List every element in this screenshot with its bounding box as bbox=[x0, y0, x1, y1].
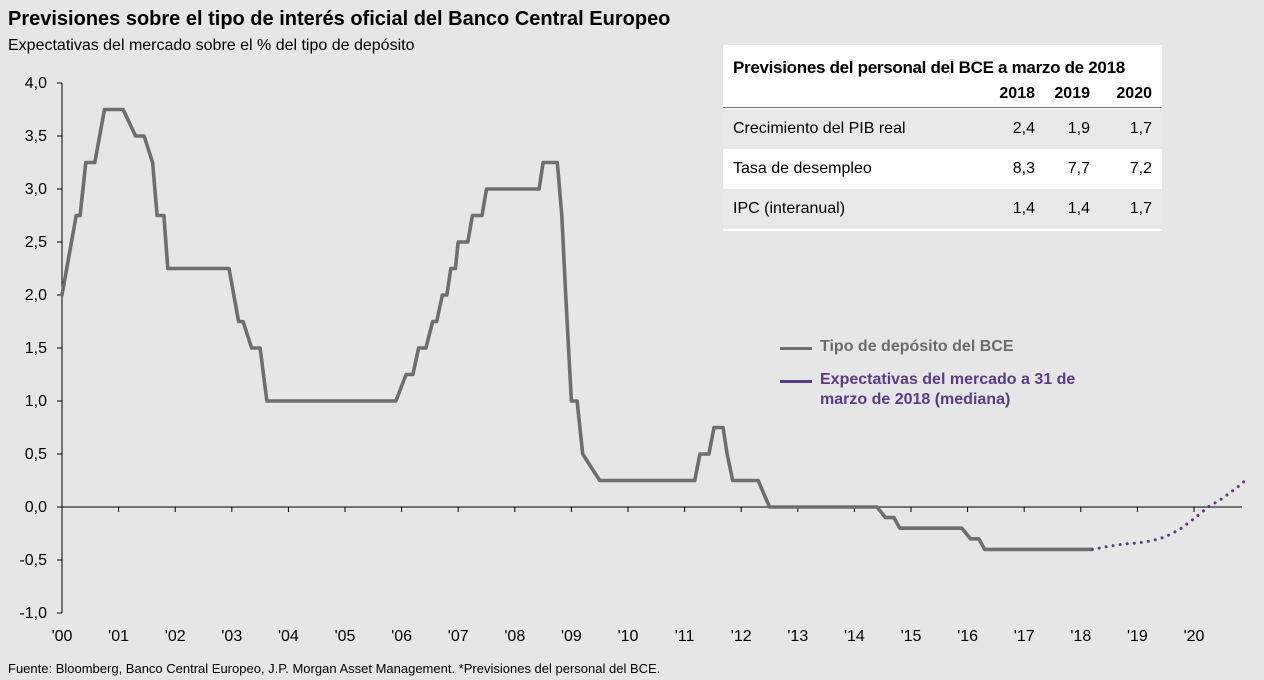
forecast-row-label: Tasa de desempleo bbox=[733, 160, 872, 177]
forecast-cell: 1,9 bbox=[1067, 120, 1090, 137]
legend-item-market-expectation: Expectativas del mercado a 31 de marzo d… bbox=[780, 370, 1120, 410]
chart-title: Previsiones sobre el tipo de interés ofi… bbox=[8, 8, 671, 30]
y-tick-label: 2,0 bbox=[25, 287, 47, 304]
y-tick-label: 0,5 bbox=[25, 446, 47, 463]
legend-label-market-expectation: Expectativas del mercado a 31 de marzo d… bbox=[820, 371, 1076, 408]
x-tick-label: '10 bbox=[618, 628, 639, 645]
x-tick-label: '16 bbox=[957, 628, 978, 645]
forecast-cell: 1,4 bbox=[1012, 200, 1035, 217]
forecast-cell: 1,7 bbox=[1129, 200, 1152, 217]
forecast-row-label: IPC (interanual) bbox=[733, 200, 846, 217]
x-tick-label: '13 bbox=[787, 628, 808, 645]
x-tick-label: '01 bbox=[108, 628, 129, 645]
x-tick-label: '02 bbox=[165, 628, 186, 645]
chart-subtitle: Expectativas del mercado sobre el % del … bbox=[8, 37, 415, 54]
forecast-table-year-2018: 2018 bbox=[999, 85, 1035, 102]
legend-swatch-market-expectation bbox=[780, 380, 812, 383]
x-tick-label: '20 bbox=[1184, 628, 1205, 645]
forecast-table-row-unemployment: Tasa de desempleo 8,3 7,7 7,2 bbox=[723, 149, 1162, 189]
series-line-deposit-rate bbox=[60, 107, 1094, 552]
legend-swatch-deposit-rate bbox=[780, 347, 812, 350]
forecast-cell: 7,2 bbox=[1129, 160, 1152, 177]
y-tick-label: 3,5 bbox=[25, 128, 47, 145]
x-tick-label: '11 bbox=[675, 628, 695, 645]
x-tick-label: '15 bbox=[901, 628, 922, 645]
x-tick-label: '07 bbox=[448, 628, 469, 645]
x-tick-label: '19 bbox=[1127, 628, 1148, 645]
forecast-table-header-row: 2018 2019 2020 bbox=[723, 85, 1162, 108]
legend-item-deposit-rate: Tipo de depósito del BCE bbox=[780, 337, 1120, 357]
y-tick-label: 1,5 bbox=[25, 340, 47, 357]
x-tick-label: '09 bbox=[561, 628, 582, 645]
forecast-table-row-gdp: Crecimiento del PIB real 2,4 1,9 1,7 bbox=[723, 109, 1162, 149]
forecast-cell: 1,4 bbox=[1067, 200, 1090, 217]
x-tick-label: '05 bbox=[335, 628, 356, 645]
x-tick-label: '18 bbox=[1070, 628, 1091, 645]
y-tick-label: 2,5 bbox=[25, 234, 47, 251]
forecast-cell: 1,7 bbox=[1129, 120, 1152, 137]
x-tick-label: '06 bbox=[391, 628, 412, 645]
forecast-row-label: Crecimiento del PIB real bbox=[733, 120, 906, 137]
forecast-cell: 8,3 bbox=[1012, 160, 1035, 177]
x-tick-label: '03 bbox=[221, 628, 242, 645]
y-tick-label: -0,5 bbox=[19, 552, 47, 569]
forecast-cell: 7,7 bbox=[1067, 160, 1090, 177]
series-line-market-expectation bbox=[1090, 476, 1250, 551]
legend-label-deposit-rate: Tipo de depósito del BCE bbox=[820, 338, 1014, 355]
forecast-table-row-cpi: IPC (interanual) 1,4 1,4 1,7 bbox=[723, 189, 1162, 229]
x-tick-label: '00 bbox=[52, 628, 73, 645]
source-note: Fuente: Bloomberg, Banco Central Europeo… bbox=[8, 661, 661, 676]
x-tick-label: '12 bbox=[731, 628, 752, 645]
x-tick-label: '08 bbox=[504, 628, 525, 645]
x-tick-label: '04 bbox=[278, 628, 299, 645]
forecast-table-title: Previsiones del personal del BCE a marzo… bbox=[733, 58, 1125, 77]
y-tick-label: 0,0 bbox=[25, 499, 47, 516]
x-tick-label: '14 bbox=[844, 628, 865, 645]
forecast-cell: 2,4 bbox=[1012, 120, 1035, 137]
forecast-table-year-2019: 2019 bbox=[1054, 85, 1090, 102]
y-tick-label: 3,0 bbox=[25, 181, 47, 198]
x-tick-label: '17 bbox=[1014, 628, 1035, 645]
y-tick-label: -1,0 bbox=[19, 605, 47, 622]
y-tick-label: 1,0 bbox=[25, 393, 47, 410]
forecast-table: Previsiones del personal del BCE a marzo… bbox=[723, 45, 1162, 231]
forecast-table-year-2020: 2020 bbox=[1116, 85, 1152, 102]
y-tick-label: 4,0 bbox=[25, 75, 47, 92]
